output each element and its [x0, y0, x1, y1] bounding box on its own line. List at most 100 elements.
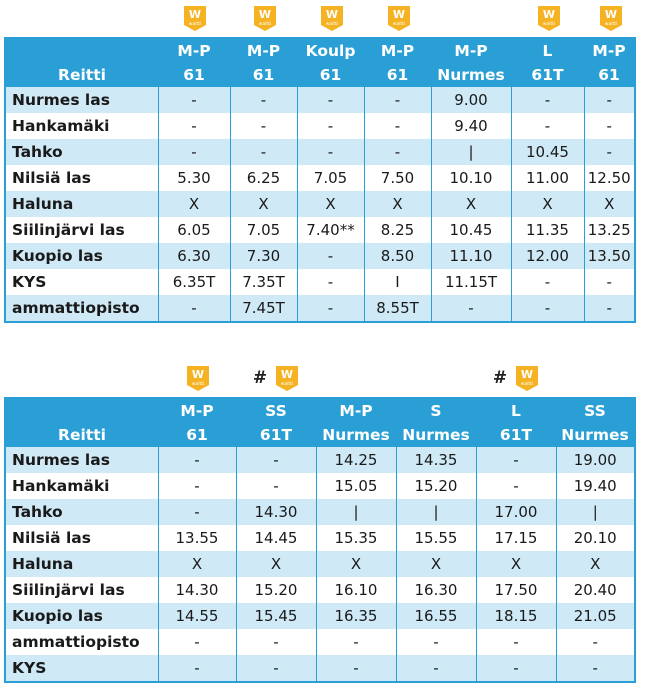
- departure-time: 14.55: [157, 603, 236, 629]
- departure-time: 20.10: [555, 525, 635, 551]
- departure-time: 21.05: [555, 603, 635, 629]
- departure-time: -: [296, 113, 364, 139]
- departure-time: -: [235, 655, 316, 682]
- badge-letter: W: [521, 368, 533, 381]
- departure-time: 17.50: [475, 577, 556, 603]
- table-row: ammattiopisto -7.45T -8.55T - - -: [5, 295, 635, 322]
- header-row-route: Reitti 61 61T Nurmes Nurmes 61T Nurmes: [5, 423, 635, 447]
- badge-letter: W: [281, 368, 293, 381]
- stop-name: Haluna: [5, 551, 158, 577]
- header-route-cell: 61: [230, 63, 297, 87]
- departure-time: X: [157, 191, 230, 217]
- badge-letter: W: [542, 8, 554, 21]
- departure-time: -: [510, 269, 584, 295]
- departure-time: |: [555, 499, 635, 525]
- departure-time: -: [363, 139, 431, 165]
- header-line-cell: M-P: [158, 38, 230, 63]
- departure-time: -: [296, 87, 364, 113]
- departure-time: 7.05: [296, 165, 364, 191]
- header-route-cell: 61T: [511, 63, 584, 87]
- departure-time: -: [235, 473, 316, 499]
- departure-time: 15.05: [315, 473, 396, 499]
- header-line-cell: Koulp: [297, 38, 364, 63]
- departure-time: -: [583, 87, 635, 113]
- departure-time: -: [430, 295, 511, 322]
- departure-time: -: [229, 87, 297, 113]
- header-route-label: Reitti: [5, 423, 158, 447]
- stop-name: Siilinjärvi las: [5, 217, 158, 243]
- departure-time: -: [235, 447, 316, 473]
- departure-time: -: [395, 629, 476, 655]
- departure-time: 15.20: [235, 577, 316, 603]
- header-route-cell: Nurmes: [556, 423, 635, 447]
- departure-time: 9.00: [430, 87, 511, 113]
- timetable-afternoon: M-P SS M-P S L SS Reitti 61 61T Nurmes Nurmes 61T N…: [4, 397, 636, 683]
- badge-sub: waltti: [192, 381, 204, 387]
- departure-time: X: [229, 191, 297, 217]
- departure-time: -: [475, 473, 556, 499]
- departure-time: 8.25: [363, 217, 431, 243]
- header-line-cell: [5, 38, 158, 63]
- departure-time: |: [315, 499, 396, 525]
- departure-time: 15.55: [395, 525, 476, 551]
- departure-time: 14.30: [235, 499, 316, 525]
- departure-time: -: [510, 113, 584, 139]
- timetable-morning: M-P M-P Koulp M-P M-P L M-P Reitti 61 61 61 61 Nurm…: [4, 37, 636, 323]
- hash-marker: #: [492, 368, 508, 388]
- header-line-cell: M-P: [158, 398, 236, 423]
- departure-time: X: [475, 551, 556, 577]
- stop-name: ammattiopisto: [5, 295, 158, 322]
- departure-time: -: [235, 629, 316, 655]
- departure-time: -: [475, 655, 556, 682]
- stop-name: Tahko: [5, 139, 158, 165]
- departure-time: 20.40: [555, 577, 635, 603]
- departure-time: -: [229, 139, 297, 165]
- stop-name: Nilsiä las: [5, 165, 158, 191]
- departure-time: -: [475, 629, 556, 655]
- header-route-cell: 61T: [476, 423, 556, 447]
- departure-time: -: [157, 447, 236, 473]
- departure-time: -: [583, 113, 635, 139]
- table-row: Tahko - - - - | 10.45-: [5, 139, 635, 165]
- stop-name: Haluna: [5, 191, 158, 217]
- header-line-cell: [5, 398, 158, 423]
- departure-time: -: [157, 139, 230, 165]
- departure-time: 11.00: [510, 165, 584, 191]
- departure-time: 17.00: [475, 499, 556, 525]
- departure-time: 5.30: [157, 165, 230, 191]
- departure-time: X: [583, 191, 635, 217]
- departure-time: X: [157, 551, 236, 577]
- stop-name: KYS: [5, 269, 158, 295]
- badge-sub: waltti: [542, 21, 554, 27]
- header-line-cell: SS: [236, 398, 316, 423]
- departure-time: 15.20: [395, 473, 476, 499]
- departure-time: 15.35: [315, 525, 396, 551]
- departure-time: 11.10: [430, 243, 511, 269]
- header-route-cell: 61: [364, 63, 431, 87]
- header-route-cell: 61: [158, 63, 230, 87]
- stop-name: Nurmes las: [5, 447, 158, 473]
- departure-time: -: [510, 87, 584, 113]
- departure-time: 7.30: [229, 243, 297, 269]
- table-row: Siilinjärvi las 6.05 7.05 7.40** 8.25 10.45 11…: [5, 217, 635, 243]
- header-line-cell: M-P: [230, 38, 297, 63]
- departure-time: 7.50: [363, 165, 431, 191]
- header-route-cell: 61T: [236, 423, 316, 447]
- table-row: Nilsiä las 5.30 6.25 7.05 7.50 10.10 11.00 12.5…: [5, 165, 635, 191]
- departure-time: 11.35: [510, 217, 584, 243]
- table-row: KYS 6.35T 7.35T - I 11.15T - -: [5, 269, 635, 295]
- departure-time: X: [510, 191, 584, 217]
- departure-time: 15.45: [235, 603, 316, 629]
- table-row: Nilsiä las 13.55 14.45 15.35 15.55 17.15 20.10: [5, 525, 635, 551]
